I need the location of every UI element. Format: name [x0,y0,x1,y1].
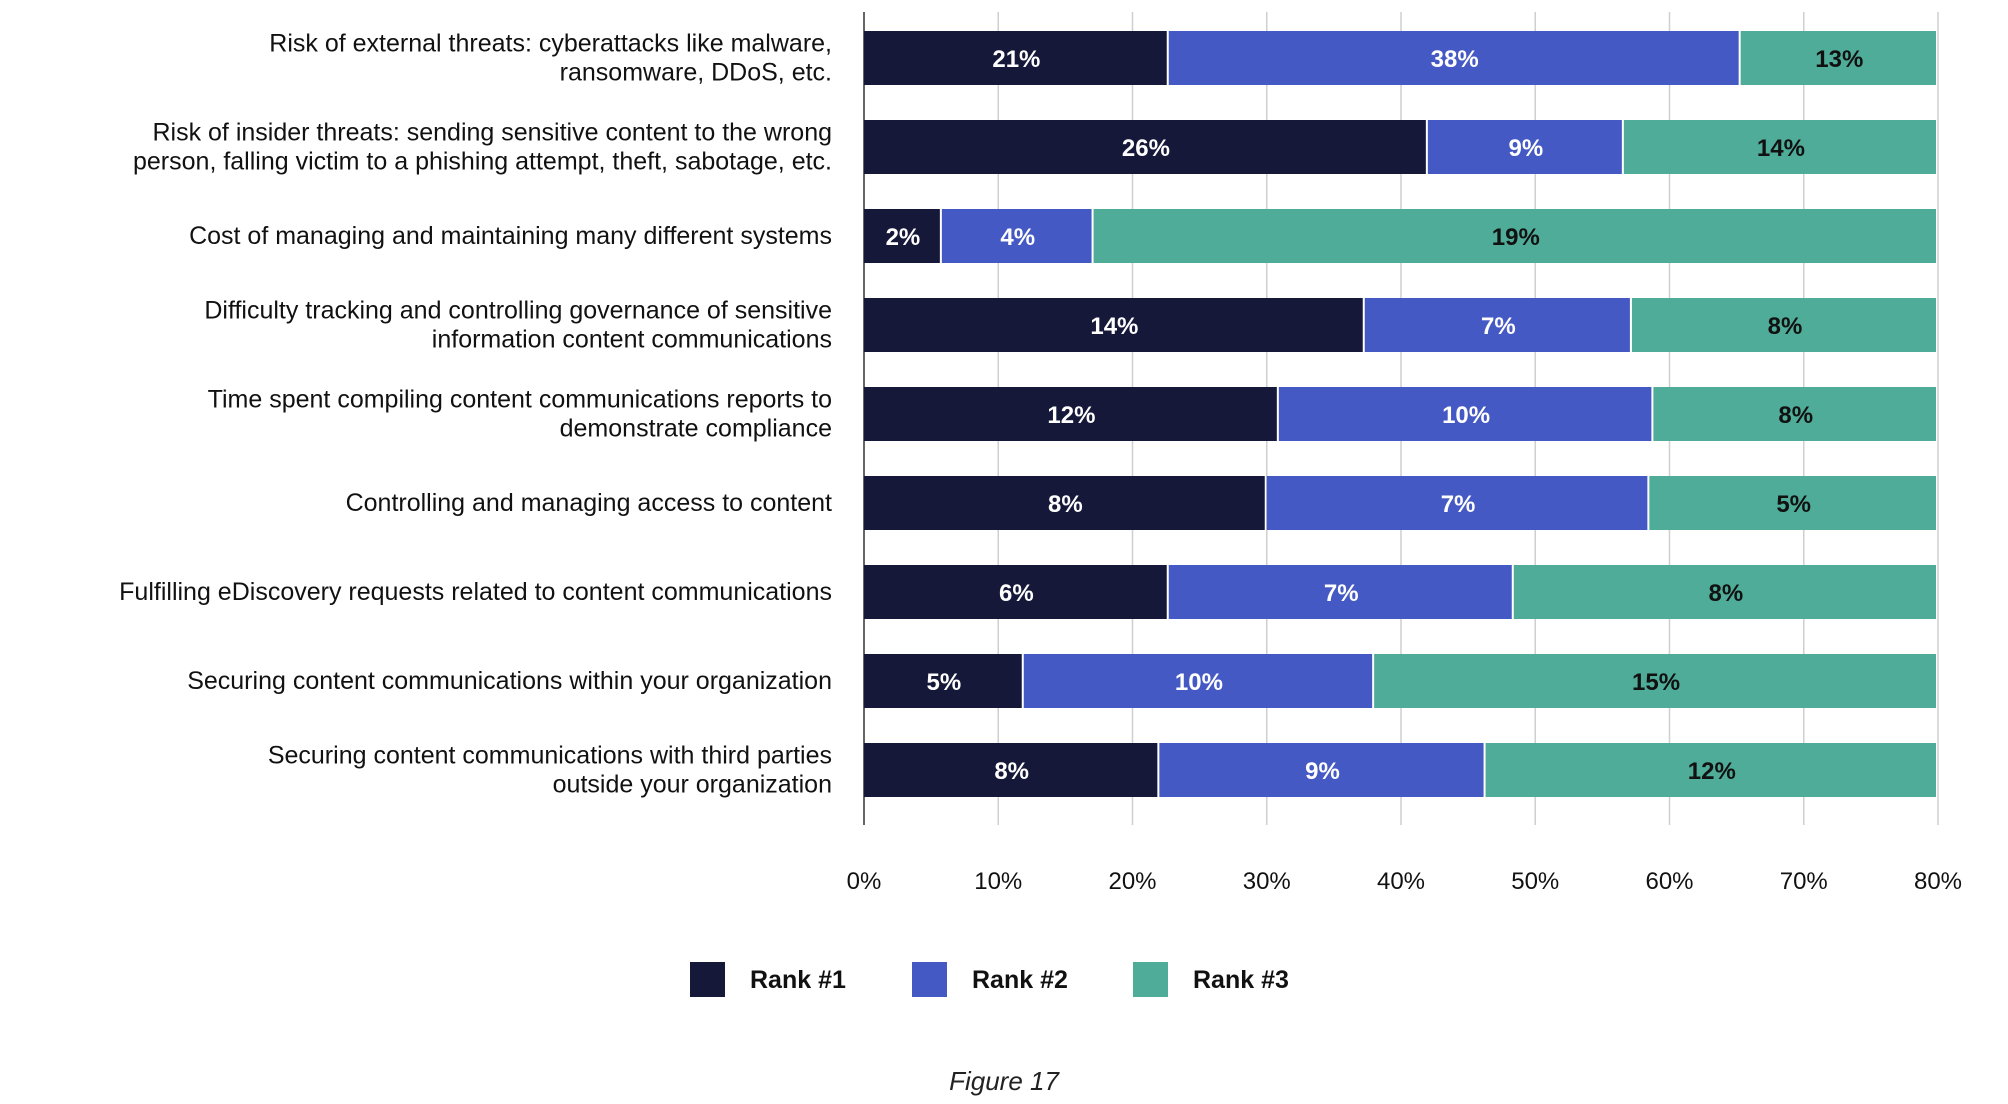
bar-segment-rank-2 [1023,654,1373,708]
x-tick-label: 0% [847,868,882,895]
x-tick-label: 70% [1780,868,1828,895]
bar-segment-rank-3 [1653,387,1936,441]
data-label: 12% [1047,402,1095,429]
data-label: 8% [1709,580,1744,607]
legend-swatch-rank-1 [690,962,725,997]
bar-segment-rank-1 [864,565,1167,619]
data-label: 10% [1442,402,1490,429]
data-label: 10% [1175,669,1223,696]
data-label: 9% [1305,758,1340,785]
bar-segment-rank-2 [1427,120,1622,174]
bar-segment-rank-1 [864,476,1265,530]
bar-segment-rank-3 [1093,209,1936,263]
category-label: Fulfilling eDiscovery requests related t… [119,578,832,606]
data-label: 12% [1688,758,1736,785]
x-tick-label: 60% [1645,868,1693,895]
data-label: 8% [1048,491,1083,518]
data-label: 7% [1481,313,1516,340]
data-label: 4% [1000,224,1035,251]
x-tick-label: 10% [974,868,1022,895]
bar-segment-rank-3 [1740,31,1936,85]
data-label: 9% [1509,135,1544,162]
category-label: person, falling victim to a phishing att… [133,148,832,176]
figure-caption: Figure 17 [949,1066,1060,1096]
data-label: 5% [1776,491,1811,518]
data-label: 13% [1815,46,1863,73]
category-label: information content communications [432,326,832,354]
data-label: 7% [1441,491,1476,518]
bar-segment-rank-3 [1623,120,1936,174]
bar-segment-rank-1 [864,387,1277,441]
bar-segment-rank-1 [864,209,940,263]
bar-segment-rank-2 [1168,31,1739,85]
category-label: ransomware, DDoS, etc. [560,59,832,87]
bar-segment-rank-2 [1159,743,1484,797]
x-tick-label: 80% [1914,868,1962,895]
bar-segment-rank-1 [864,654,1022,708]
legend-swatch-rank-2 [912,962,947,997]
legend-label: Rank #1 [750,966,846,994]
bar-segment-rank-3 [1631,298,1936,352]
x-tick-label: 20% [1108,868,1156,895]
category-label: Securing content communications with thi… [268,742,832,770]
data-label: 6% [999,580,1034,607]
data-label: 38% [1431,46,1479,73]
bar-segment-rank-1 [864,298,1363,352]
bar-segment-rank-1 [864,743,1158,797]
bar-segment-rank-3 [1374,654,1936,708]
data-label: 5% [927,669,962,696]
bar-segment-rank-2 [1278,387,1652,441]
category-label: Cost of managing and maintaining many di… [189,222,832,250]
bar-segment-rank-1 [864,31,1167,85]
bar-segment-rank-1 [864,120,1426,174]
x-tick-label: 40% [1377,868,1425,895]
legend-label: Rank #3 [1193,966,1289,994]
bar-segment-rank-2 [1364,298,1630,352]
data-label: 19% [1492,224,1540,251]
category-label: Risk of insider threats: sending sensiti… [152,119,832,147]
data-label: 14% [1090,313,1138,340]
bar-segment-rank-2 [1266,476,1648,530]
data-label: 21% [992,46,1040,73]
category-label: Time spent compiling content communicati… [208,386,832,414]
bar-segment-rank-2 [941,209,1092,263]
x-axis-ticks: 0% 10% 20% 30% 40% 50% 60% 70% 80% [847,868,1962,895]
category-label: outside your organization [553,771,832,799]
data-label: 8% [994,758,1029,785]
data-label: 7% [1324,580,1359,607]
data-label: 8% [1768,313,1803,340]
data-label: 26% [1122,135,1170,162]
legend-swatch-rank-3 [1133,962,1168,997]
category-label: demonstrate compliance [560,415,832,443]
data-label: 2% [886,224,921,251]
data-label: 14% [1757,135,1805,162]
category-label: Securing content communications within y… [187,667,832,695]
category-label: Controlling and managing access to conte… [346,489,832,517]
data-label: 8% [1778,402,1813,429]
legend: Rank #1 Rank #2 Rank #3 [690,962,1289,997]
category-label: Difficulty tracking and controlling gove… [204,297,832,325]
x-tick-label: 50% [1511,868,1559,895]
category-labels: Risk of external threats: cyberattacks l… [119,30,832,799]
bars: 21% 38% 13% 26% 9% 14% 2% 4% 19% 14% 7% 8% 12% 10% 8% 8… [864,31,1936,797]
bar-segment-rank-3 [1649,476,1936,530]
data-label: 15% [1632,669,1680,696]
bar-segment-rank-3 [1485,743,1936,797]
category-label: Risk of external threats: cyberattacks l… [269,30,832,58]
x-tick-label: 30% [1243,868,1291,895]
bar-segment-rank-2 [1168,565,1512,619]
legend-label: Rank #2 [972,966,1068,994]
bar-segment-rank-3 [1513,565,1936,619]
